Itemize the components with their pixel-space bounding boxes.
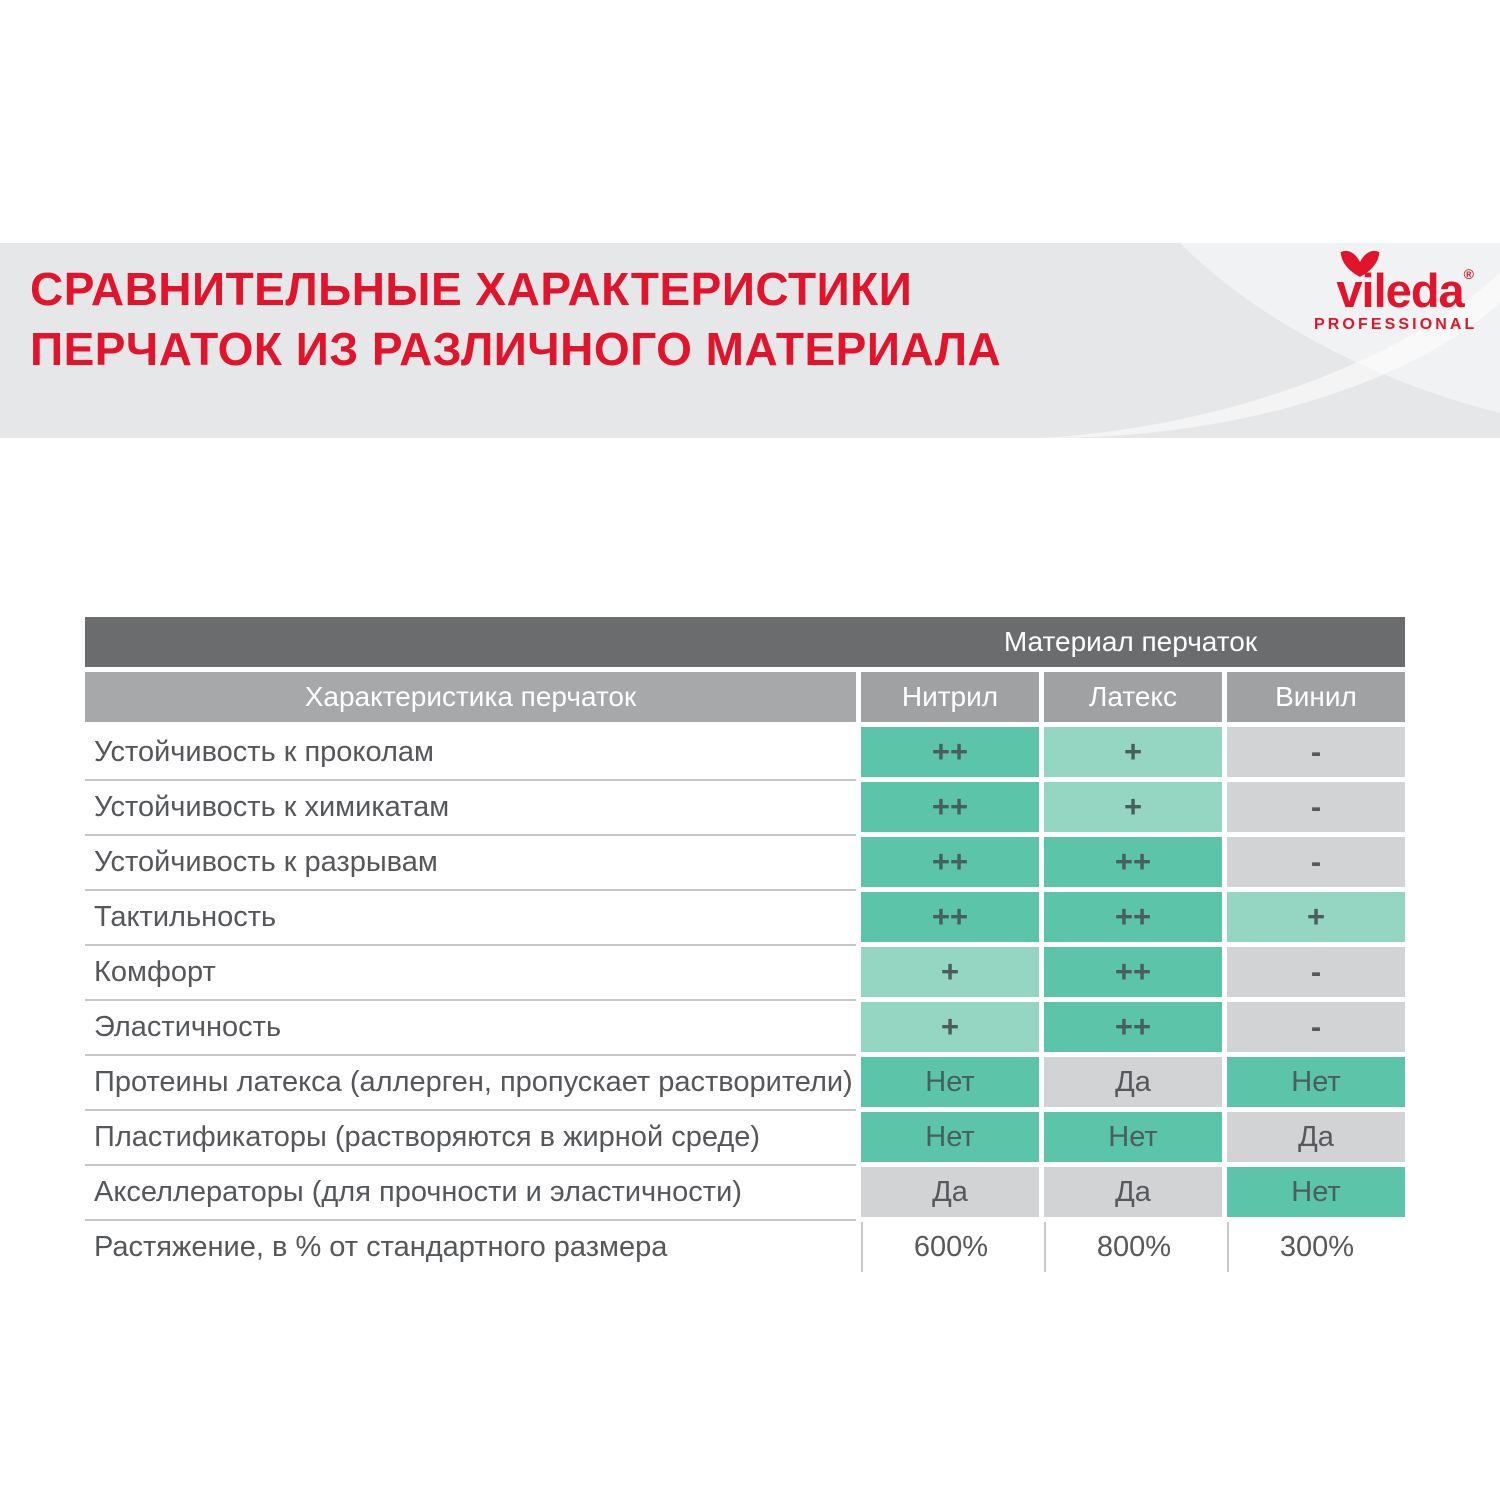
value-cell: Нет bbox=[1227, 1057, 1405, 1107]
table-column-header-row: Характеристика перчаток Нитрил Латекс Вини… bbox=[85, 672, 1405, 722]
table-row: Устойчивость к химикатам ++ + - bbox=[85, 782, 1405, 836]
row-label: Протеины латекса (аллерген, пропускает р… bbox=[85, 1057, 856, 1107]
vileda-logo: vileda® PROFESSIONAL bbox=[1314, 249, 1474, 334]
value-cell: Нет bbox=[1044, 1112, 1222, 1162]
value-cell: 300% bbox=[1227, 1222, 1405, 1272]
value-cell: ++ bbox=[1044, 892, 1222, 942]
value-cell: Да bbox=[1227, 1112, 1405, 1162]
row-label: Устойчивость к разрывам bbox=[85, 837, 856, 887]
value-cell: Нет bbox=[861, 1112, 1039, 1162]
row-label: Акселлераторы (для прочности и эластично… bbox=[85, 1167, 856, 1217]
group-header-label: Материал перчаток bbox=[1003, 626, 1258, 657]
value-cell: - bbox=[1227, 782, 1405, 832]
value-cell: 800% bbox=[1044, 1222, 1222, 1272]
swoosh-decoration bbox=[1040, 243, 1500, 438]
page-title-line1: СРАВНИТЕЛЬНЫЕ ХАРАКТЕРИСТИКИ bbox=[30, 263, 913, 315]
table-group-header-row: Материал перчаток bbox=[85, 617, 1405, 667]
table-body: Устойчивость к проколам ++ + - Устойчивость … bbox=[85, 727, 1405, 1272]
comparison-table: Материал перчаток Характеристика перчато… bbox=[85, 617, 1405, 1277]
row-label: Тактильность bbox=[85, 892, 856, 942]
column-header-material-1: Латекс bbox=[1044, 672, 1222, 722]
table-row: Эластичность + ++ - bbox=[85, 1002, 1405, 1056]
table-row: Устойчивость к разрывам ++ ++ - bbox=[85, 837, 1405, 891]
value-cell: ++ bbox=[861, 782, 1039, 832]
value-cell: ++ bbox=[1044, 947, 1222, 997]
value-cell: - bbox=[1227, 727, 1405, 777]
value-cell: Да bbox=[1044, 1057, 1222, 1107]
column-header-characteristic: Характеристика перчаток bbox=[85, 672, 856, 722]
value-cell: Нет bbox=[1227, 1167, 1405, 1217]
table-row: Акселлераторы (для прочности и эластично… bbox=[85, 1167, 1405, 1221]
row-label: Растяжение, в % от стандартного размера bbox=[85, 1222, 856, 1272]
table-row: Пластификаторы (растворяются в жирной ср… bbox=[85, 1112, 1405, 1166]
value-cell: ++ bbox=[861, 892, 1039, 942]
table-row: Устойчивость к проколам ++ + - bbox=[85, 727, 1405, 781]
value-cell: + bbox=[861, 947, 1039, 997]
row-label: Пластификаторы (растворяются в жирной ср… bbox=[85, 1112, 856, 1162]
page-title-line2: ПЕРЧАТОК ИЗ РАЗЛИЧНОГО МАТЕРИАЛА bbox=[30, 323, 1002, 375]
registered-mark: ® bbox=[1463, 266, 1474, 282]
value-cell: + bbox=[1044, 782, 1222, 832]
vileda-bird-icon bbox=[1340, 249, 1380, 278]
value-cell: ++ bbox=[1044, 837, 1222, 887]
value-cell: - bbox=[1227, 1002, 1405, 1052]
row-label: Комфорт bbox=[85, 947, 856, 997]
value-cell: ++ bbox=[1044, 1002, 1222, 1052]
value-cell: + bbox=[1044, 727, 1222, 777]
row-label: Устойчивость к химикатам bbox=[85, 782, 856, 832]
value-cell: - bbox=[1227, 947, 1405, 997]
value-cell: - bbox=[1227, 837, 1405, 887]
table-row: Комфорт + ++ - bbox=[85, 947, 1405, 1001]
column-header-material-2: Винил bbox=[1227, 672, 1405, 722]
value-cell: ++ bbox=[861, 727, 1039, 777]
value-cell: Нет bbox=[861, 1057, 1039, 1107]
value-cell: + bbox=[861, 1002, 1039, 1052]
value-cell: Да bbox=[1044, 1167, 1222, 1217]
row-label: Устойчивость к проколам bbox=[85, 727, 856, 777]
logo-subbrand-text: PROFESSIONAL bbox=[1314, 316, 1478, 333]
table-row: Растяжение, в % от стандартного размера 6… bbox=[85, 1222, 1405, 1272]
value-cell: Да bbox=[861, 1167, 1039, 1217]
table-row: Тактильность ++ ++ + bbox=[85, 892, 1405, 946]
page-title: СРАВНИТЕЛЬНЫЕ ХАРАКТЕРИСТИКИ ПЕРЧАТОК ИЗ… bbox=[30, 259, 1001, 379]
value-cell: 600% bbox=[861, 1222, 1039, 1272]
value-cell: ++ bbox=[861, 837, 1039, 887]
row-label: Эластичность bbox=[85, 1002, 856, 1052]
table-row: Протеины латекса (аллерген, пропускает р… bbox=[85, 1057, 1405, 1111]
title-banner: СРАВНИТЕЛЬНЫЕ ХАРАКТЕРИСТИКИ ПЕРЧАТОК ИЗ… bbox=[0, 243, 1500, 438]
value-cell: + bbox=[1227, 892, 1405, 942]
column-header-material-0: Нитрил bbox=[861, 672, 1039, 722]
